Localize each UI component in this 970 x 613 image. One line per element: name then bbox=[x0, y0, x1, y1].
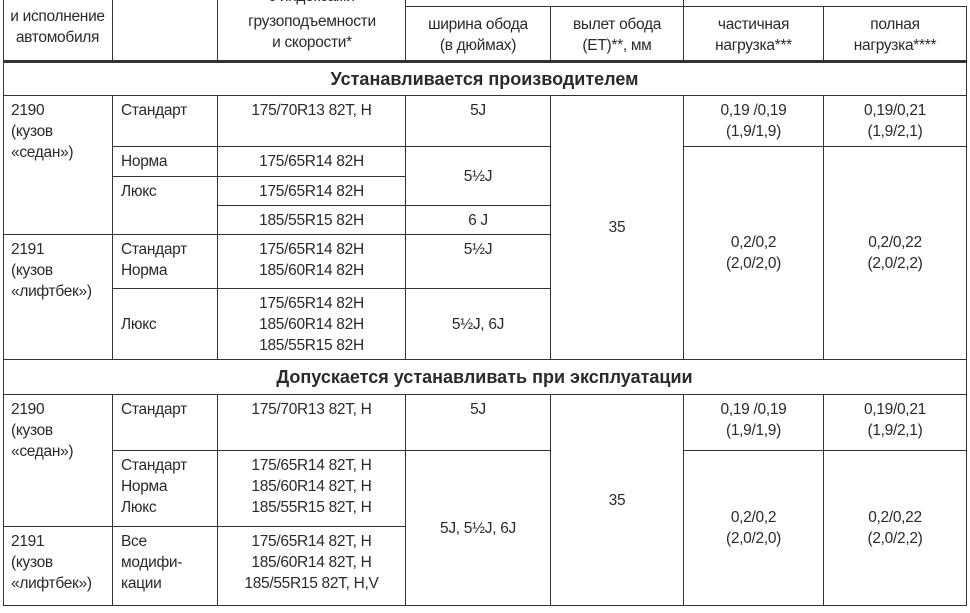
trim: Стандарт Норма bbox=[113, 235, 218, 289]
tire-size: 185/55R15 82H bbox=[218, 206, 406, 235]
header-blank bbox=[113, 0, 218, 62]
rim-offset: 35 bbox=[551, 96, 684, 360]
tire-size: 175/65R14 82H bbox=[218, 147, 406, 177]
model-2190: 2190 (кузов «седан») bbox=[3, 395, 113, 527]
header-subline bbox=[405, 6, 967, 7]
tire-size: 175/70R13 82T, H bbox=[218, 96, 406, 147]
trim: Норма bbox=[113, 147, 218, 177]
tire-size: 175/65R14 82H 185/60R14 82H 185/55R15 82… bbox=[218, 289, 406, 360]
partial-load: 0,19 /0,19 (1,9/1,9) bbox=[684, 96, 824, 147]
partial-load: 0,2/0,2 (2,0/2,0) bbox=[684, 147, 824, 360]
full-load: 0,19/0,21 (1,9/2,1) bbox=[824, 395, 967, 451]
model-2191: 2191 (кузов «лифтбек») bbox=[3, 527, 113, 606]
full-load: 0,2/0,22 (2,0/2,2) bbox=[824, 147, 967, 360]
section-title-factory: Устанавливается производителем bbox=[3, 63, 967, 96]
full-load: 0,2/0,22 (2,0/2,2) bbox=[824, 451, 967, 606]
header-thick-rule bbox=[3, 60, 967, 63]
rim-width: 5½J bbox=[406, 147, 551, 206]
trim: Люкс bbox=[113, 289, 218, 360]
rim-offset: 35 bbox=[551, 395, 684, 606]
tire-size: 175/65R14 82H bbox=[218, 177, 406, 206]
table-left-border bbox=[3, 0, 4, 606]
rim-width: 5J, 5½J, 6J bbox=[406, 451, 551, 606]
header-divider bbox=[683, 0, 684, 7]
header-model: и исполнение автомобиля bbox=[3, 0, 113, 62]
rim-width: 5½J, 6J bbox=[406, 289, 551, 360]
tire-size: 175/65R14 82H 185/60R14 82H bbox=[218, 235, 406, 289]
tire-size: 175/70R13 82T, H bbox=[218, 395, 406, 451]
header-rim-offset: вылет обода (ET)**, мм bbox=[551, 7, 684, 62]
tire-size: 175/65R14 82T, H 185/60R14 82T, H 185/55… bbox=[218, 527, 406, 606]
trim: Стандарт Норма Люкс bbox=[113, 451, 218, 527]
rim-width: 5½J bbox=[406, 235, 551, 289]
header-rim-width: ширина обода (в дюймах) bbox=[406, 7, 551, 62]
trim: Люкс bbox=[113, 177, 218, 235]
rim-width: 5J bbox=[406, 395, 551, 451]
header-full-load: полная нагрузка**** bbox=[824, 7, 967, 62]
trim: Стандарт bbox=[113, 96, 218, 147]
header-partial-load: частичная нагрузка*** bbox=[684, 7, 824, 62]
partial-load: 0,19 /0,19 (1,9/1,9) bbox=[684, 395, 824, 451]
header-tires: с индексами bbox=[218, 0, 406, 62]
trim: Все модифи- кации bbox=[113, 527, 218, 606]
model-2190: 2190 (кузов «седан») bbox=[3, 96, 113, 235]
full-load: 0,19/0,21 (1,9/2,1) bbox=[824, 96, 967, 147]
partial-load: 0,2/0,2 (2,0/2,0) bbox=[684, 451, 824, 606]
header-tires-cut: с индексами bbox=[268, 0, 355, 62]
rim-width: 6 J bbox=[406, 206, 551, 235]
section-title-operation: Допускается устанавливать при эксплуатац… bbox=[3, 360, 967, 395]
model-2191: 2191 (кузов «лифтбек») bbox=[3, 235, 113, 360]
tire-size: 175/65R14 82T, H 185/60R14 82T, H 185/55… bbox=[218, 451, 406, 527]
header-tires-text: грузоподъемности и скорости* bbox=[248, 13, 376, 51]
rim-width: 5J bbox=[406, 96, 551, 147]
trim: Стандарт bbox=[113, 395, 218, 451]
